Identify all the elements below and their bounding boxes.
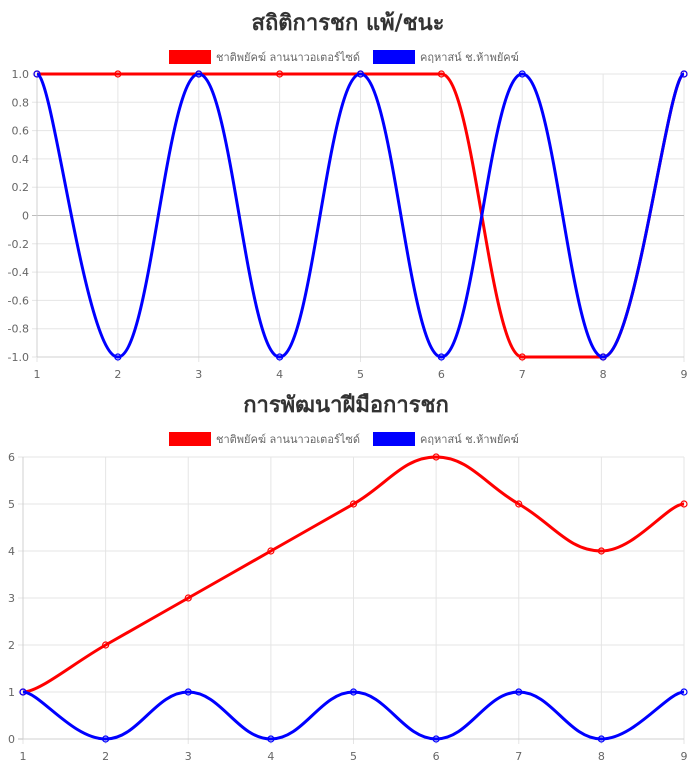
data-point[interactable] bbox=[184, 688, 192, 696]
data-point[interactable] bbox=[597, 735, 605, 743]
y-tick-label: 0.4 bbox=[12, 153, 30, 166]
data-point[interactable] bbox=[599, 353, 607, 361]
data-point[interactable] bbox=[102, 735, 110, 743]
x-axis-ticks: 1 2 3 4 5 6 7 8 9 bbox=[20, 750, 688, 763]
y-tick-label: 0 bbox=[22, 210, 29, 223]
series-line bbox=[22, 690, 685, 741]
data-point[interactable] bbox=[19, 688, 27, 696]
y-tick-label: 1.0 bbox=[12, 68, 30, 81]
data-point[interactable] bbox=[276, 353, 284, 361]
data-point[interactable] bbox=[680, 500, 688, 508]
y-tick-label: -1.0 bbox=[8, 351, 29, 364]
y-tick-label: 2 bbox=[8, 639, 15, 652]
x-tick-label: 4 bbox=[267, 750, 274, 763]
data-point[interactable] bbox=[518, 353, 526, 361]
series-line bbox=[22, 455, 685, 694]
y-tick-label: 0.6 bbox=[12, 125, 30, 138]
legend-label-series-b[interactable]: คฤหาสน์ ช.ห้าพยัคฆ์ bbox=[420, 51, 519, 64]
legend[interactable]: ชาติพยัคฆ์ ลานนาวอเตอร์ไซด์ คฤหาสน์ ช.ห้… bbox=[169, 432, 519, 446]
y-tick-label: -0.6 bbox=[8, 294, 29, 307]
plot-area: 1.0 0.8 0.6 0.4 0.2 0 -0.2 -0.4 -0.6 -0.8 -1.0 1 2 3 4… bbox=[8, 68, 688, 381]
legend-label-series-a[interactable]: ชาติพยัคฆ์ ลานนาวอเตอร์ไซด์ bbox=[216, 433, 360, 446]
chart-skill-progress: การพัฒนาฝีมือการชก ชาติพยัคฆ์ ลานนาวอเตอ… bbox=[8, 393, 688, 763]
x-tick-label: 8 bbox=[598, 750, 605, 763]
y-tick-label: 0 bbox=[8, 733, 15, 746]
data-point[interactable] bbox=[184, 594, 192, 602]
y-axis-ticks: 1.0 0.8 0.6 0.4 0.2 0 -0.2 -0.4 -0.6 -0.8 -1.0 bbox=[8, 68, 29, 364]
data-point[interactable] bbox=[680, 688, 688, 696]
legend-label-series-b[interactable]: คฤหาสน์ ช.ห้าพยัคฆ์ bbox=[420, 433, 519, 446]
data-point[interactable] bbox=[349, 688, 358, 696]
data-point[interactable] bbox=[267, 735, 275, 743]
legend-swatch-series-b[interactable] bbox=[373, 432, 415, 446]
y-tick-label: -0.8 bbox=[8, 323, 29, 336]
chart-title: สถิติการชก แพ้/ชนะ bbox=[252, 11, 445, 36]
chart-win-loss: สถิติการชก แพ้/ชนะ ชาติพยัคฆ์ ลานนาวอเตอ… bbox=[8, 11, 688, 381]
x-tick-label: 3 bbox=[195, 368, 202, 381]
x-tick-label: 1 bbox=[34, 368, 41, 381]
data-point[interactable] bbox=[33, 70, 41, 78]
data-point[interactable] bbox=[597, 547, 605, 555]
series-b bbox=[19, 688, 688, 743]
data-point[interactable] bbox=[432, 453, 440, 461]
data-point[interactable] bbox=[437, 353, 445, 361]
legend-label-series-a[interactable]: ชาติพยัคฆ์ ลานนาวอเตอร์ไซด์ bbox=[216, 51, 360, 64]
x-tick-label: 2 bbox=[114, 368, 121, 381]
data-point[interactable] bbox=[680, 70, 688, 78]
x-tick-label: 5 bbox=[350, 750, 357, 763]
x-tick-label: 7 bbox=[519, 368, 526, 381]
data-point[interactable] bbox=[515, 688, 523, 696]
data-point[interactable] bbox=[276, 70, 284, 78]
x-tick-label: 2 bbox=[102, 750, 109, 763]
data-point[interactable] bbox=[432, 735, 440, 743]
legend-swatch-series-a[interactable] bbox=[169, 50, 211, 64]
x-tick-label: 5 bbox=[357, 368, 364, 381]
data-point[interactable] bbox=[515, 500, 523, 508]
data-point[interactable] bbox=[102, 641, 110, 649]
x-tick-label: 9 bbox=[681, 750, 688, 763]
gridlines bbox=[18, 456, 685, 744]
y-tick-label: 5 bbox=[8, 498, 15, 511]
data-point[interactable] bbox=[437, 70, 445, 78]
y-tick-label: 4 bbox=[8, 545, 15, 558]
x-tick-label: 8 bbox=[600, 368, 607, 381]
legend-swatch-series-b[interactable] bbox=[373, 50, 415, 64]
y-axis-ticks: 6 5 4 3 2 1 0 bbox=[8, 451, 15, 746]
x-tick-label: 9 bbox=[681, 368, 688, 381]
y-tick-label: 3 bbox=[8, 592, 15, 605]
chart-title: การพัฒนาฝีมือการชก bbox=[243, 393, 449, 418]
data-point[interactable] bbox=[349, 500, 358, 508]
data-point[interactable] bbox=[356, 70, 365, 78]
x-tick-label: 6 bbox=[433, 750, 440, 763]
legend[interactable]: ชาติพยัคฆ์ ลานนาวอเตอร์ไซด์ คฤหาสน์ ช.ห้… bbox=[169, 50, 519, 64]
data-point[interactable] bbox=[114, 353, 122, 361]
data-point[interactable] bbox=[267, 547, 275, 555]
legend-swatch-series-a[interactable] bbox=[169, 432, 211, 446]
y-tick-label: 1 bbox=[8, 686, 15, 699]
series-line bbox=[35, 72, 686, 359]
x-axis-ticks: 1 2 3 4 5 6 7 8 9 bbox=[34, 368, 688, 381]
data-point[interactable] bbox=[114, 70, 122, 78]
data-point[interactable] bbox=[518, 70, 526, 78]
x-tick-label: 7 bbox=[515, 750, 522, 763]
series-b bbox=[33, 70, 688, 361]
gridlines bbox=[32, 73, 685, 362]
y-tick-label: -0.4 bbox=[8, 266, 29, 279]
x-tick-label: 6 bbox=[438, 368, 445, 381]
x-tick-label: 3 bbox=[185, 750, 192, 763]
data-point[interactable] bbox=[195, 70, 203, 78]
y-tick-label: 6 bbox=[8, 451, 15, 464]
x-tick-label: 1 bbox=[20, 750, 27, 763]
x-tick-label: 4 bbox=[276, 368, 283, 381]
y-tick-label: -0.2 bbox=[8, 238, 29, 251]
y-tick-label: 0.2 bbox=[12, 181, 30, 194]
y-tick-label: 0.8 bbox=[12, 96, 30, 109]
